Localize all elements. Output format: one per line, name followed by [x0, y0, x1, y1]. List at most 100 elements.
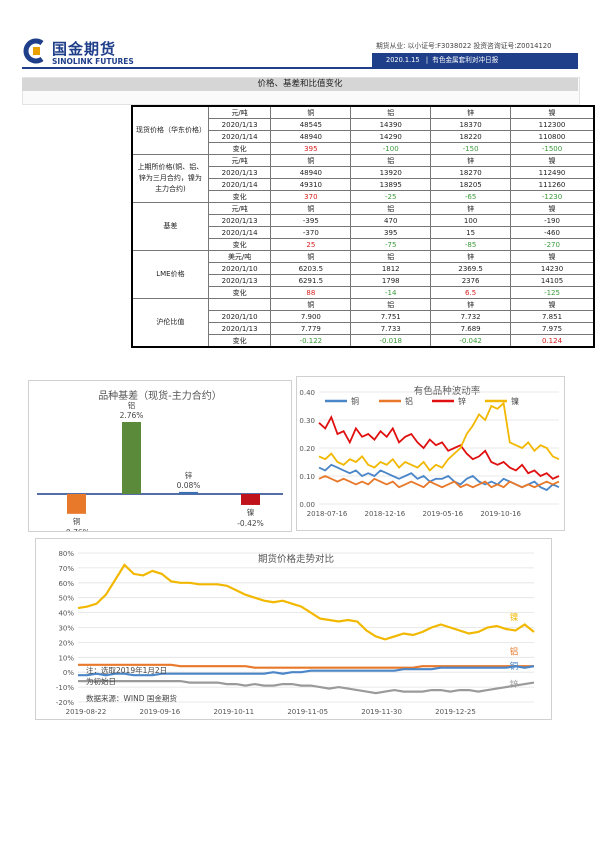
- value-cell: 100: [430, 214, 512, 227]
- value-cell: 112300: [510, 118, 595, 131]
- change-cell: -1500: [510, 142, 595, 155]
- change-cell: 395: [270, 142, 352, 155]
- licence-text: 期货从业: 以小证号:F3038022 投资咨询证号:Z0014120: [376, 42, 552, 50]
- y-tick-label: 0.10: [299, 473, 315, 481]
- change-cell: -14: [350, 286, 432, 299]
- value-cell: 13920: [350, 166, 432, 179]
- change-cell: -0.042: [430, 334, 512, 348]
- y-tick-label: 60%: [58, 580, 74, 588]
- table-row: 2020/1/13 -395 470 100 -190: [132, 214, 595, 227]
- group-label: LME价格: [131, 250, 209, 299]
- basis-bar-chart: 品种基差（现货-主力合约） 铜 -0.76% 铝2.76% 锌0.08% 镍 -0.42%: [28, 380, 292, 532]
- metal-header: 镍: [510, 154, 595, 167]
- value-cell: 18205: [430, 178, 512, 191]
- change-cell: -75: [350, 238, 432, 251]
- y-tick-label: 0.20: [299, 445, 315, 453]
- data-label: 0.08%: [177, 481, 201, 490]
- value-cell: 48940: [270, 130, 352, 143]
- metal-header: 锌: [430, 154, 512, 167]
- change-row: 变化 88 -14 6.5 -125: [132, 286, 595, 299]
- y-tick-label: 0%: [63, 669, 74, 677]
- table-row: 2020/1/14 -370 395 15 -460: [132, 226, 595, 239]
- value-cell: 7.975: [510, 322, 595, 335]
- metal-header: 铝: [350, 105, 432, 119]
- y-tick-label: 0.40: [299, 389, 315, 397]
- x-tick-label: 2019-10-11: [213, 708, 254, 716]
- category-label: 锌: [185, 470, 193, 480]
- value-cell: 7.751: [350, 310, 432, 323]
- metal-header: 镍: [510, 105, 595, 119]
- chart-note: 为初始日: [86, 676, 116, 686]
- series-line-2: [78, 665, 535, 677]
- metal-header: 铝: [350, 250, 432, 263]
- change-label: 变化: [207, 190, 272, 203]
- value-cell: 48545: [270, 118, 352, 131]
- date-cell: 2020/1/13: [207, 118, 272, 131]
- report-title: 有色金属套利对冲日报: [432, 56, 499, 64]
- logo-text-en: SINOLINK FUTURES: [52, 57, 134, 66]
- change-row: 变化 -0.122 -0.018 -0.042 0.124: [132, 334, 595, 348]
- value-cell: 7.689: [430, 322, 512, 335]
- value-cell: 14390: [350, 118, 432, 131]
- change-cell: 25: [270, 238, 352, 251]
- metal-header: 铜: [270, 250, 352, 263]
- category-label: 镍: [247, 507, 255, 517]
- basis-bar: [179, 491, 198, 494]
- group-label: 沪伦比值: [131, 298, 209, 348]
- logo-text-cn: 国金期货: [52, 40, 117, 58]
- date-cell: 2020/1/14: [207, 130, 272, 143]
- x-tick-label: 2019-08-22: [66, 708, 107, 716]
- value-cell: 470: [350, 214, 432, 227]
- table-row: 2020/1/13 6291.5 1798 2376 14105: [132, 274, 595, 287]
- y-tick-label: 0.30: [299, 417, 315, 425]
- x-tick-label: 2018-07-16: [307, 510, 348, 518]
- metal-header: 锌: [430, 298, 512, 311]
- header-bar: 2020.1.15 | 有色金属套利对冲日报: [372, 53, 578, 67]
- value-cell: 6203.5: [270, 262, 352, 275]
- table-header-row: 现货价格（华东价格） 元/吨铜铝锌镍: [131, 105, 595, 155]
- metal-header: 铜: [270, 154, 352, 167]
- value-cell: 1812: [350, 262, 432, 275]
- change-cell: 0.124: [510, 334, 595, 348]
- metal-header: 铜: [270, 202, 352, 215]
- value-cell: 15: [430, 226, 512, 239]
- metal-header: 锌: [430, 105, 512, 119]
- change-cell: -85: [430, 238, 512, 251]
- value-cell: 112490: [510, 166, 595, 179]
- metal-header: 铝: [350, 202, 432, 215]
- price-table-body: 现货价格（华东价格） 元/吨铜铝锌镍 2020/1/13 48545 14390 1837…: [131, 105, 595, 348]
- metal-header: 铜: [270, 105, 352, 119]
- change-cell: 6.5: [430, 286, 512, 299]
- futures-trend-chart: 期货价格走势对比 80% 70% 60% 50% 40% 30% 20% 10% 0% -10% -2…: [35, 538, 552, 720]
- metal-header: 镍: [510, 298, 595, 311]
- change-cell: -100: [350, 142, 432, 155]
- y-tick-label: -10%: [56, 684, 74, 692]
- date-cell: 2020/1/10: [207, 262, 272, 275]
- table-row: 2020/1/13 7.779 7.733 7.689 7.975: [132, 322, 595, 335]
- series-end-label: 铝: [510, 646, 519, 657]
- volatility-line-chart: 有色品种波动率 0.00 0.10 0.20 0.30 0.40 2018-07-16 201…: [296, 376, 565, 531]
- legend-label: 铝: [405, 396, 413, 406]
- change-cell: -0.018: [350, 334, 432, 348]
- y-tick-label: 0.00: [299, 501, 315, 509]
- group-label: 现货价格（华东价格）: [131, 105, 209, 155]
- table-row: 2020/1/13 48940 13920 18270 112490: [132, 166, 595, 179]
- metal-header: 锌: [430, 202, 512, 215]
- change-label: 变化: [207, 142, 272, 155]
- report-date: 2020.1.15: [386, 56, 420, 64]
- price-table: 现货价格（华东价格） 元/吨铜铝锌镍 2020/1/13 48545 14390 1837…: [131, 105, 595, 348]
- value-cell: 18220: [430, 130, 512, 143]
- value-cell: 48940: [270, 166, 352, 179]
- data-label: -0.42%: [237, 519, 264, 528]
- y-tick-label: 10%: [58, 654, 74, 662]
- series-line-2: [318, 415, 560, 480]
- y-tick-label: 70%: [58, 565, 74, 573]
- value-cell: 1798: [350, 274, 432, 287]
- series-end-label: 镍: [510, 612, 519, 623]
- metal-header: 铝: [350, 154, 432, 167]
- value-cell: 14105: [510, 274, 595, 287]
- group-label: 基差: [131, 202, 209, 251]
- value-cell: 14230: [510, 262, 595, 275]
- y-tick-label: 30%: [58, 625, 74, 633]
- y-tick-label: 50%: [58, 595, 74, 603]
